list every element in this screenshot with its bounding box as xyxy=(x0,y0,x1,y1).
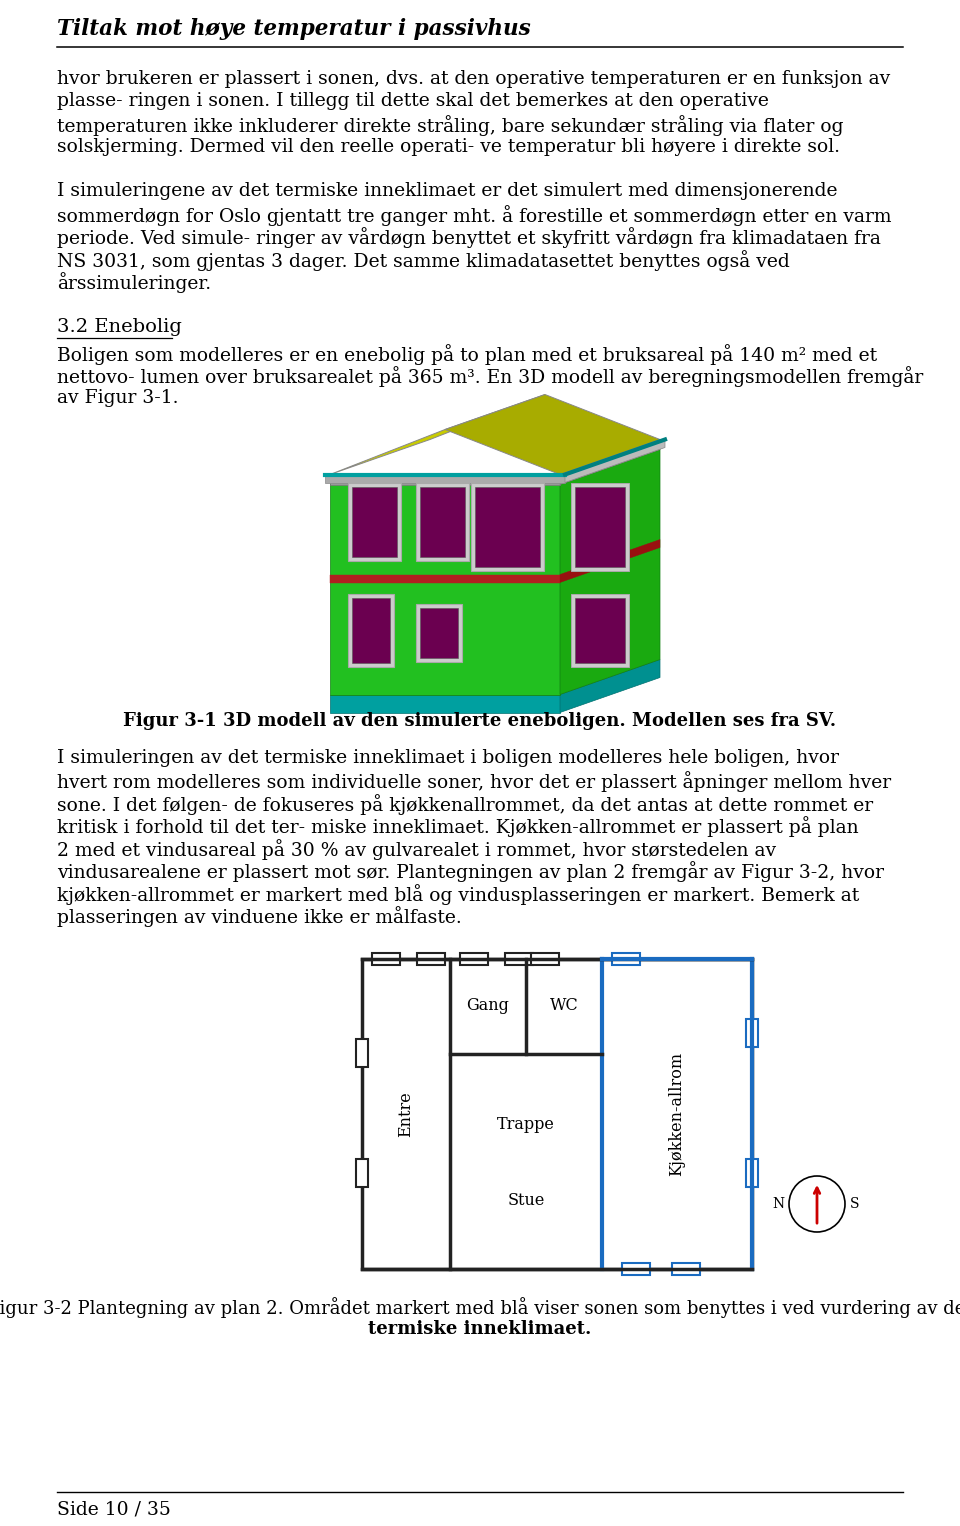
Bar xyxy=(531,954,559,964)
Text: kritisk i forhold til det ter- miske inneklimaet. Kjøkken-allrommet er plassert : kritisk i forhold til det ter- miske inn… xyxy=(57,816,858,838)
Polygon shape xyxy=(445,395,660,475)
Bar xyxy=(416,603,462,661)
Polygon shape xyxy=(571,594,629,667)
Text: 3.2 Enebolig: 3.2 Enebolig xyxy=(57,317,181,336)
Bar xyxy=(420,487,465,557)
Bar xyxy=(356,1039,368,1067)
Text: Figur 3-2 Plantegning av plan 2. Området markert med blå viser sonen som benytte: Figur 3-2 Plantegning av plan 2. Området… xyxy=(0,1297,960,1318)
Text: plasse- ringen i sonen. I tillegg til dette skal det bemerkes at den operative: plasse- ringen i sonen. I tillegg til de… xyxy=(57,93,769,110)
Text: temperaturen ikke inkluderer direkte stråling, bare sekundær stråling via flater: temperaturen ikke inkluderer direkte str… xyxy=(57,114,844,136)
Text: 2 med et vindusareal på 30 % av gulvarealet i rommet, hvor størstedelen av: 2 med et vindusareal på 30 % av gulvarea… xyxy=(57,839,776,861)
Text: I simuleringen av det termiske inneklimaet i boligen modelleres hele boligen, hv: I simuleringen av det termiske inneklima… xyxy=(57,749,839,768)
Text: I simuleringene av det termiske inneklimaet er det simulert med dimensjonerende: I simuleringene av det termiske inneklim… xyxy=(57,183,837,200)
Bar xyxy=(505,954,533,964)
Text: S: S xyxy=(850,1196,859,1212)
Polygon shape xyxy=(560,439,660,484)
Bar xyxy=(352,487,397,557)
Polygon shape xyxy=(330,694,560,713)
Text: sone. I det følgen- de fokuseres på kjøkkenallrommet, da det antas at dette romm: sone. I det følgen- de fokuseres på kjøk… xyxy=(57,794,874,815)
Text: termiske inneklimaet.: termiske inneklimaet. xyxy=(369,1320,591,1337)
Text: hvor brukeren er plassert i sonen, dvs. at den operative temperaturen er en funk: hvor brukeren er plassert i sonen, dvs. … xyxy=(57,70,890,89)
Text: plasseringen av vinduene ikke er målfaste.: plasseringen av vinduene ikke er målfast… xyxy=(57,906,462,928)
Polygon shape xyxy=(571,482,629,571)
Bar xyxy=(362,958,752,1270)
Bar xyxy=(622,1264,650,1276)
Text: WC: WC xyxy=(550,998,578,1015)
Text: hvert rom modelleres som individuelle soner, hvor det er plassert åpninger mello: hvert rom modelleres som individuelle so… xyxy=(57,772,891,792)
Text: Kjøkken-allrom: Kjøkken-allrom xyxy=(668,1051,685,1177)
Text: av Figur 3-1.: av Figur 3-1. xyxy=(57,389,179,407)
Polygon shape xyxy=(330,475,560,694)
Bar xyxy=(460,954,488,964)
Bar xyxy=(417,954,445,964)
Polygon shape xyxy=(325,475,565,482)
Text: NS 3031, som gjentas 3 dager. Det samme klimadatasettet benyttes også ved: NS 3031, som gjentas 3 dager. Det samme … xyxy=(57,250,790,272)
Bar xyxy=(420,607,458,658)
Bar xyxy=(672,1264,700,1276)
Polygon shape xyxy=(330,574,560,583)
Polygon shape xyxy=(575,598,625,662)
Bar xyxy=(746,1019,758,1047)
Text: Trappe: Trappe xyxy=(497,1117,555,1134)
Bar xyxy=(356,1160,368,1187)
Bar xyxy=(475,487,540,566)
Text: N: N xyxy=(772,1196,784,1212)
Text: Stue: Stue xyxy=(507,1192,544,1209)
Bar xyxy=(372,954,400,964)
Text: Side 10 / 35: Side 10 / 35 xyxy=(57,1500,171,1518)
Text: Entre: Entre xyxy=(397,1091,415,1137)
Text: nettovo- lumen over bruksarealet på 365 m³. En 3D modell av beregningsmodellen f: nettovo- lumen over bruksarealet på 365 … xyxy=(57,366,924,388)
Bar xyxy=(348,482,401,560)
Circle shape xyxy=(789,1177,845,1231)
Polygon shape xyxy=(560,540,660,583)
Polygon shape xyxy=(330,475,560,484)
Bar xyxy=(352,598,390,662)
Text: periode. Ved simule- ringer av vårdøgn benyttet et skyfritt vårdøgn fra klimadat: periode. Ved simule- ringer av vårdøgn b… xyxy=(57,227,881,249)
Bar xyxy=(746,1160,758,1187)
Text: årssimuleringer.: årssimuleringer. xyxy=(57,273,211,293)
Bar xyxy=(471,482,544,571)
Text: Figur 3-1 3D modell av den simulerte eneboligen. Modellen ses fra SV.: Figur 3-1 3D modell av den simulerte ene… xyxy=(124,713,836,731)
Bar xyxy=(416,482,469,560)
Text: vindusarealene er plassert mot sør. Plantegningen av plan 2 fremgår av Figur 3-2: vindusarealene er plassert mot sør. Plan… xyxy=(57,862,884,882)
Polygon shape xyxy=(565,439,665,482)
Text: sommerdøgn for Oslo gjentatt tre ganger mht. å forestille et sommerdøgn etter en: sommerdøgn for Oslo gjentatt tre ganger … xyxy=(57,204,892,226)
Text: solskjerming. Dermed vil den reelle operati- ve temperatur bli høyere i direkte : solskjerming. Dermed vil den reelle oper… xyxy=(57,137,840,156)
Bar xyxy=(612,954,640,964)
Polygon shape xyxy=(330,395,545,475)
Text: kjøkken-allrommet er markert med blå og vindusplasseringen er markert. Bemerk at: kjøkken-allrommet er markert med blå og … xyxy=(57,884,859,905)
Polygon shape xyxy=(560,659,660,713)
Text: Tiltak mot høye temperatur i passivhus: Tiltak mot høye temperatur i passivhus xyxy=(57,18,531,40)
Text: Boligen som modelleres er en enebolig på to plan med et bruksareal på 140 m² med: Boligen som modelleres er en enebolig på… xyxy=(57,343,877,365)
Polygon shape xyxy=(575,487,625,566)
Polygon shape xyxy=(560,439,660,694)
Bar xyxy=(348,594,394,667)
Text: Gang: Gang xyxy=(467,998,510,1015)
